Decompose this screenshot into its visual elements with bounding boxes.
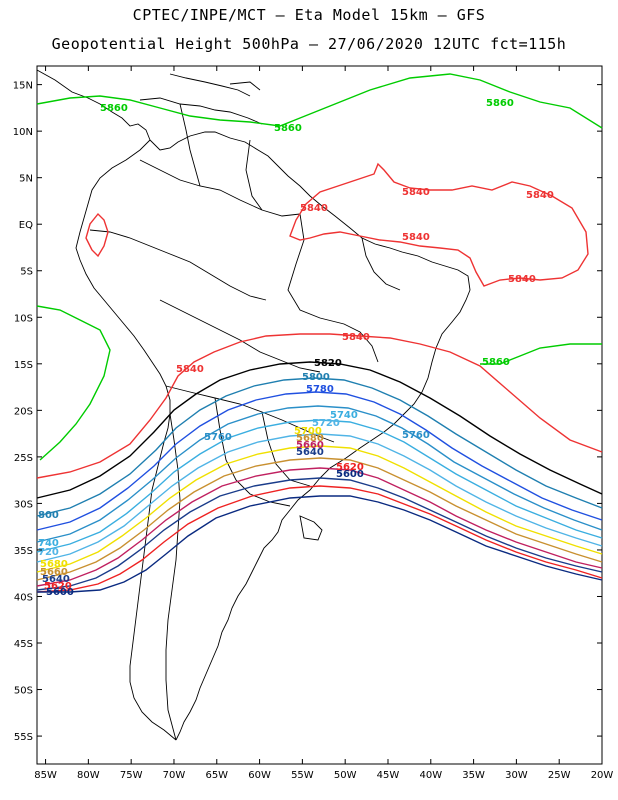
lat-tick-label: 55S <box>14 732 33 743</box>
lon-tick-label: 20W <box>591 770 614 781</box>
contour-label: 5840 <box>526 190 554 201</box>
latitude-axis: 15N 10N 5N EQ 5S 10S 15S 20S 25S 30S 35S 40S 45S 50S 5… <box>13 81 602 743</box>
contour-5680 <box>36 457 603 581</box>
contour-5720 <box>36 433 603 563</box>
contour-label: 5840 <box>402 232 430 243</box>
contour-label: 5840 <box>402 187 430 198</box>
lon-tick-label: 45W <box>377 770 400 781</box>
contour-5860-west <box>36 305 111 461</box>
lat-tick-label: EQ <box>19 220 33 231</box>
contour-label: 5640 <box>296 447 324 458</box>
lon-tick-label: 80W <box>77 770 100 781</box>
contour-label: 5640 <box>42 574 70 585</box>
contour-label: 5820 <box>314 358 342 369</box>
contour-label: 5760 <box>204 432 232 443</box>
lon-tick-label: 60W <box>248 770 271 781</box>
contour-labels: 5860 5860 5860 5860 5840 5840 5840 5840 … <box>38 98 554 598</box>
lon-tick-label: 85W <box>34 770 57 781</box>
contour-label: 5860 <box>486 98 514 109</box>
contour-5700 <box>36 445 603 573</box>
contour-5840-loop <box>85 212 109 258</box>
contour-5600 <box>37 495 603 593</box>
chart-title-line1: CPTEC/INPE/MCT – Eta Model 15km – GFS <box>132 6 486 24</box>
lat-tick-label: 25S <box>14 453 33 464</box>
contour-label: 5740 <box>330 410 358 421</box>
contour-label: 5620 <box>336 462 364 473</box>
contour-5640 <box>36 477 603 591</box>
contour-5800 <box>36 377 603 517</box>
lon-tick-label: 25W <box>548 770 571 781</box>
lat-tick-label: 5S <box>20 267 33 278</box>
lat-tick-label: 50S <box>14 686 33 697</box>
lat-tick-label: 20S <box>14 406 33 417</box>
contour-label: 5600 <box>46 587 74 598</box>
contour-lines <box>36 73 603 593</box>
lat-tick-label: 40S <box>14 592 33 603</box>
contour-label: 5700 <box>294 426 322 437</box>
contour-label: 5680 <box>296 433 324 444</box>
contour-label: 800 <box>38 510 59 521</box>
contour-label: 5600 <box>336 469 364 480</box>
contour-label: 5780 <box>306 384 334 395</box>
contour-label: 5660 <box>40 567 68 578</box>
contour-label: 5660 <box>296 440 324 451</box>
lat-tick-label: 30S <box>14 499 33 510</box>
contour-label: 5860 <box>100 103 128 114</box>
contour-label: 5840 <box>176 364 204 375</box>
lon-tick-label: 40W <box>419 770 442 781</box>
lat-tick-label: 15N <box>13 81 33 92</box>
contour-5840-south <box>36 333 603 479</box>
coastline <box>36 69 471 741</box>
contour-label: 5840 <box>300 203 328 214</box>
contour-label: 5860 <box>274 123 302 134</box>
lon-tick-label: 75W <box>120 770 143 781</box>
lat-tick-label: 35S <box>14 546 33 557</box>
contour-5780 <box>36 391 603 531</box>
lat-tick-label: 10N <box>13 127 33 138</box>
lat-tick-label: 10S <box>14 313 33 324</box>
longitude-axis: 85W 80W 75W 70W 65W 60W 55W 50W 45W 40W 35W 30W 25W 2… <box>34 66 613 781</box>
contour-5840-north <box>289 162 589 287</box>
contour-5820 <box>36 361 603 499</box>
lon-tick-label: 30W <box>505 770 528 781</box>
lat-tick-label: 5N <box>19 174 33 185</box>
contour-label: 5720 <box>312 418 340 429</box>
chart-title-line2: Geopotential Height 500hPa – 27/06/2020 … <box>51 35 567 53</box>
lon-tick-label: 35W <box>462 770 485 781</box>
lat-tick-label: 45S <box>14 639 33 650</box>
contour-label: 5800 <box>302 372 330 383</box>
contour-label: 5840 <box>508 274 536 285</box>
contour-label: 5760 <box>402 430 430 441</box>
lat-tick-label: 15S <box>14 360 33 371</box>
contour-5740 <box>36 419 603 553</box>
lon-tick-label: 55W <box>291 770 314 781</box>
contour-5860-north <box>36 73 603 129</box>
contour-5620 <box>36 485 603 593</box>
contour-5660 <box>36 467 603 587</box>
contour-5760 <box>36 405 603 543</box>
contour-label: 5620 <box>44 581 72 592</box>
contour-label: 720 <box>38 547 59 558</box>
lon-tick-label: 50W <box>334 770 357 781</box>
lon-tick-label: 70W <box>163 770 186 781</box>
lon-tick-label: 65W <box>205 770 228 781</box>
contour-label: 5840 <box>342 332 370 343</box>
map-frame <box>36 65 603 765</box>
contour-label: 740 <box>38 538 59 549</box>
contour-label: 5860 <box>482 357 510 368</box>
contour-5860-east <box>480 343 602 365</box>
contour-label: 5680 <box>40 559 68 570</box>
